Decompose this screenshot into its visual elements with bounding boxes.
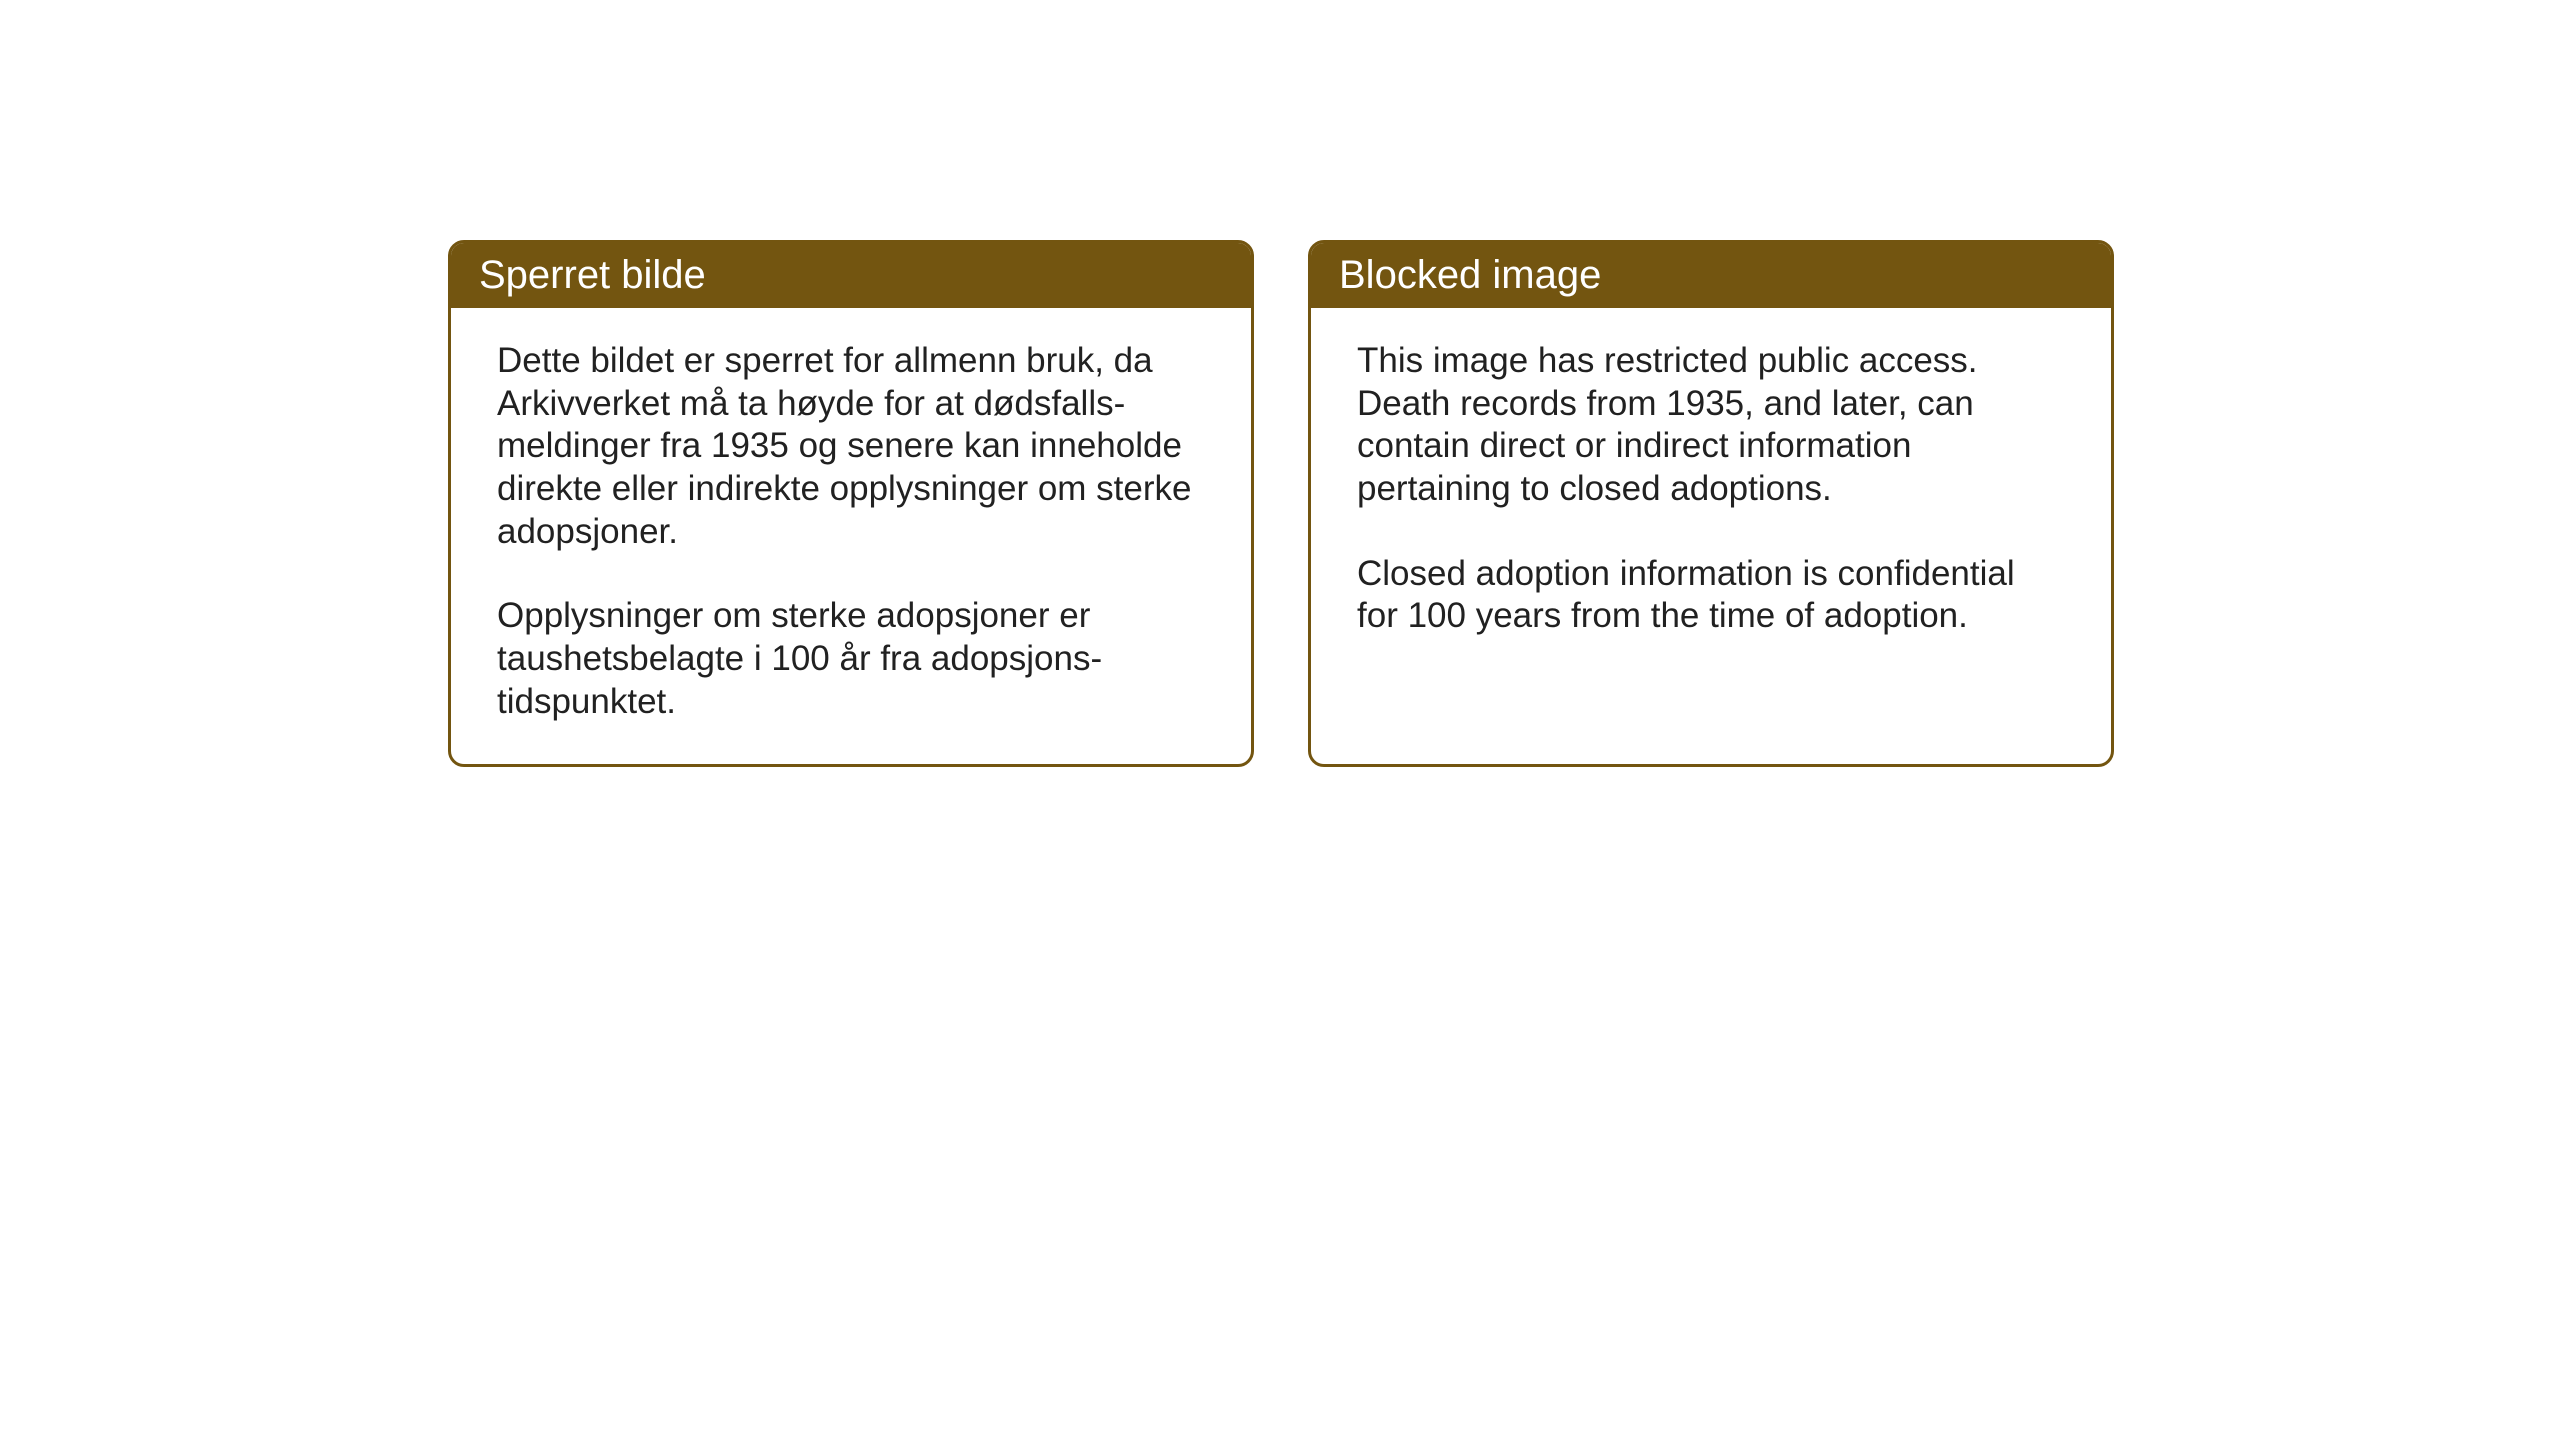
english-card-body: This image has restricted public access.… (1311, 308, 2111, 678)
english-paragraph-1: This image has restricted public access.… (1357, 340, 2065, 511)
notice-container: Sperret bilde Dette bildet er sperret fo… (448, 240, 2114, 767)
english-paragraph-2: Closed adoption information is confident… (1357, 553, 2065, 638)
english-notice-card: Blocked image This image has restricted … (1308, 240, 2114, 767)
english-card-title: Blocked image (1311, 243, 2111, 308)
norwegian-paragraph-1: Dette bildet er sperret for allmenn bruk… (497, 340, 1205, 553)
norwegian-card-body: Dette bildet er sperret for allmenn bruk… (451, 308, 1251, 764)
norwegian-paragraph-2: Opplysninger om sterke adopsjoner er tau… (497, 595, 1205, 723)
norwegian-card-title: Sperret bilde (451, 243, 1251, 308)
norwegian-notice-card: Sperret bilde Dette bildet er sperret fo… (448, 240, 1254, 767)
